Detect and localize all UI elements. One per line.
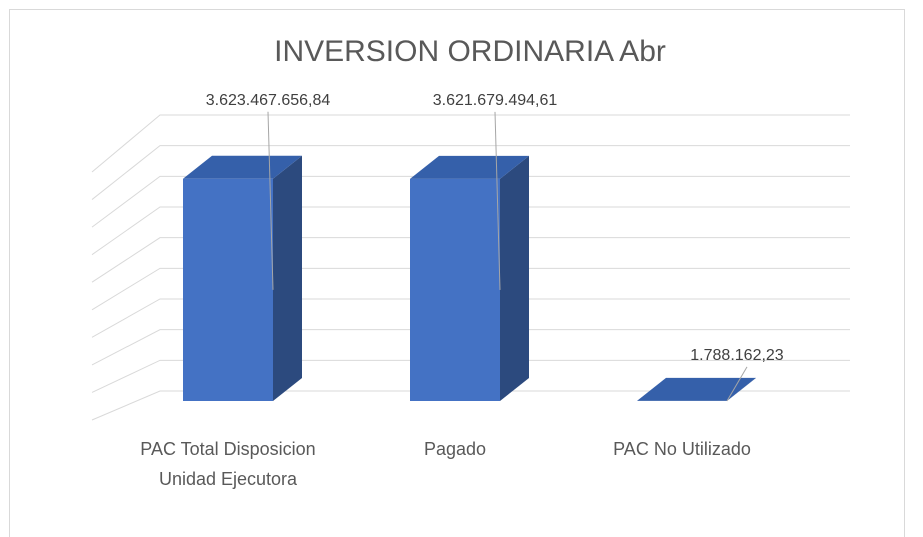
grid-line <box>91 267 850 311</box>
grid-line <box>91 359 850 393</box>
grid-line <box>91 329 850 366</box>
bar-front <box>410 178 500 401</box>
bar-side <box>500 155 529 401</box>
bar-side <box>727 377 756 401</box>
data-label: 3.621.679.494,61 <box>433 92 558 109</box>
grid-line <box>91 175 850 228</box>
chart-title: INVERSION ORDINARIA Abr <box>274 35 666 68</box>
x-tick-label: PAC Total Disposicion Unidad Ejecutora <box>140 439 316 489</box>
grid-line <box>91 298 850 338</box>
bar-top <box>183 155 302 179</box>
leader-line <box>726 366 748 402</box>
bar <box>637 377 756 401</box>
bar <box>410 155 529 401</box>
bar-top <box>410 155 529 179</box>
grid-line <box>91 390 850 421</box>
bar-side <box>273 155 302 401</box>
grid-line <box>91 237 850 283</box>
grid-line <box>91 145 850 200</box>
leader-line <box>267 111 274 290</box>
bar <box>183 155 302 401</box>
bar-top <box>637 377 756 401</box>
leader-line <box>494 111 501 290</box>
grid-line <box>91 114 850 173</box>
bar-front <box>183 178 273 401</box>
x-tick-label: Pagado <box>423 439 487 459</box>
x-tick-label: PAC No Utilizado <box>613 439 751 459</box>
grid-line <box>91 206 850 256</box>
data-label: 1.788.162,23 <box>690 347 784 364</box>
data-label: 3.623.467.656,84 <box>206 92 331 109</box>
